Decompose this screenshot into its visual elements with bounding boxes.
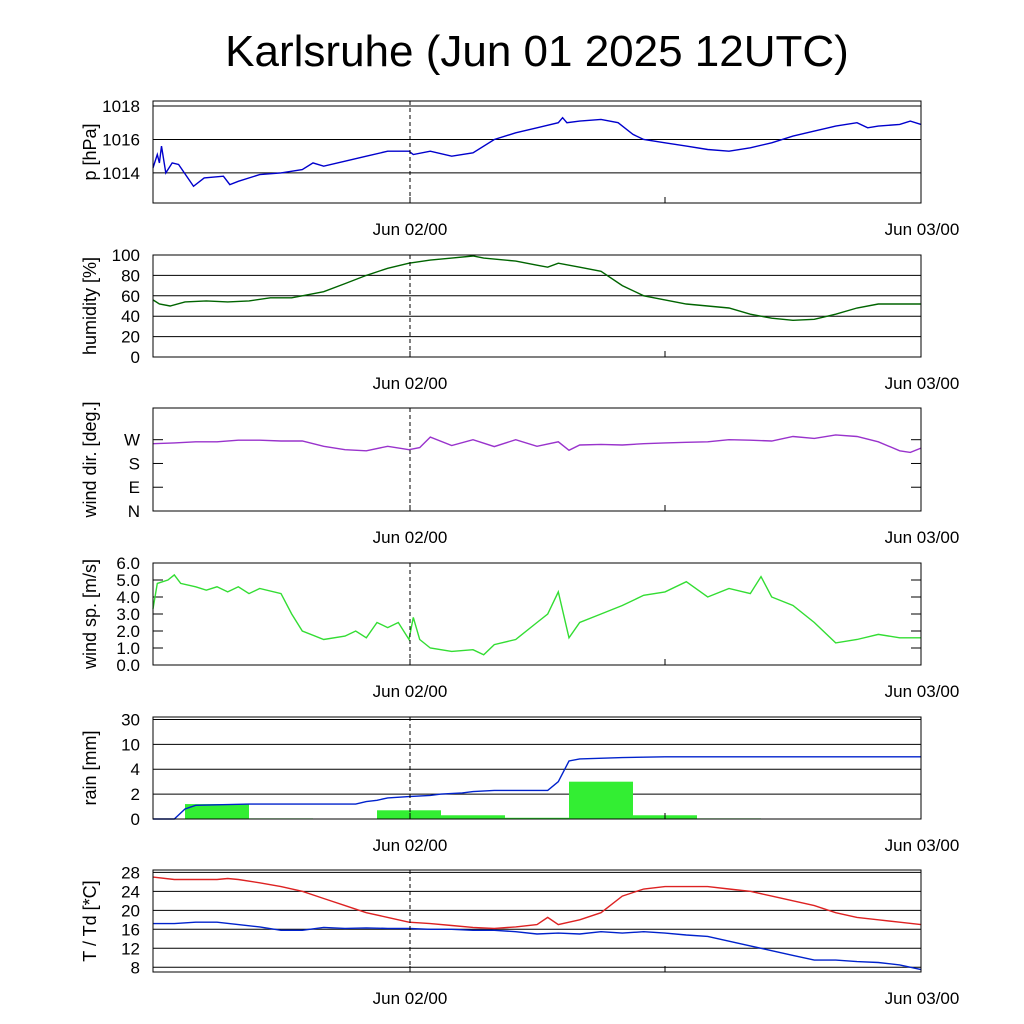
y-tick-label: 3.0 bbox=[116, 605, 140, 624]
y-tick-label: 100 bbox=[112, 246, 140, 265]
y-tick-label: 12 bbox=[121, 939, 140, 958]
y-tick-label: 6.0 bbox=[116, 554, 140, 573]
plot-frame bbox=[152, 716, 922, 820]
plot-frame bbox=[152, 407, 922, 512]
y-tick-label: 0 bbox=[131, 810, 140, 829]
pressure-line bbox=[152, 116, 922, 188]
y-tick-label: 0 bbox=[131, 348, 140, 367]
y-tick-label: 80 bbox=[121, 266, 140, 285]
wind_speed-line bbox=[152, 573, 921, 656]
panel-5: 0 2 4 10 30 Jun 02/00 Jun 03/00 rain [mm] bbox=[80, 710, 959, 855]
y-tick-label: S bbox=[129, 454, 140, 473]
y-axis-label: humidity [%] bbox=[80, 257, 100, 355]
y-tick-label: 24 bbox=[121, 882, 140, 901]
dewpoint-line bbox=[153, 921, 922, 971]
x-tick-label: Jun 03/00 bbox=[885, 836, 960, 855]
x-tick-label: Jun 02/00 bbox=[373, 682, 448, 701]
y-tick-label: W bbox=[124, 431, 140, 450]
y-axis-label: wind dir. [deg.] bbox=[80, 401, 100, 518]
y-tick-label: 1014 bbox=[102, 164, 140, 183]
y-tick-label: 0.0 bbox=[116, 656, 140, 675]
plot-frame bbox=[152, 562, 922, 666]
wind_dir-line bbox=[152, 434, 922, 454]
x-tick-label: Jun 03/00 bbox=[885, 220, 960, 239]
y-tick-label: 30 bbox=[121, 710, 140, 729]
y-tick-label: 20 bbox=[121, 328, 140, 347]
y-tick-label: 4 bbox=[131, 760, 140, 779]
chart-title: Karlsruhe (Jun 01 2025 12UTC) bbox=[225, 27, 849, 76]
panel-4: 0.01.02.03.04.05.06.0 Jun 02/00 Jun 03/00 w… bbox=[80, 554, 959, 701]
y-tick-label: E bbox=[129, 478, 140, 497]
y-tick-label: 2 bbox=[131, 785, 140, 804]
y-tick-label: 4.0 bbox=[116, 588, 140, 607]
panel-1: 1014 1016 1018 Jun 02/00 Jun 03/00 p [hPa] bbox=[80, 97, 959, 239]
rain_line-line bbox=[153, 756, 921, 820]
y-tick-label: 2.0 bbox=[116, 622, 140, 641]
y-tick-label: 16 bbox=[121, 920, 140, 939]
rain-bar bbox=[505, 817, 569, 819]
y-axis-label: T / Td [*C] bbox=[80, 880, 100, 961]
y-tick-label: 28 bbox=[121, 863, 140, 882]
y-tick-label: 20 bbox=[121, 901, 140, 920]
x-tick-label: Jun 02/00 bbox=[373, 220, 448, 239]
y-tick-label: 1016 bbox=[102, 130, 140, 149]
plot-frame bbox=[152, 100, 922, 204]
x-tick-label: Jun 03/00 bbox=[885, 528, 960, 547]
x-tick-label: Jun 02/00 bbox=[373, 374, 448, 393]
y-tick-label: 10 bbox=[121, 735, 140, 754]
y-tick-label: N bbox=[128, 502, 140, 521]
rain-bar bbox=[377, 810, 441, 819]
rain-bar bbox=[185, 804, 249, 819]
x-tick-label: Jun 03/00 bbox=[885, 374, 960, 393]
x-tick-label: Jun 03/00 bbox=[885, 682, 960, 701]
x-tick-label: Jun 02/00 bbox=[373, 836, 448, 855]
plot-frame bbox=[152, 869, 922, 973]
rain-bar bbox=[441, 815, 505, 819]
y-axis-label: wind sp. [m/s] bbox=[80, 559, 100, 670]
x-tick-label: Jun 02/00 bbox=[373, 528, 448, 547]
y-tick-label: 5.0 bbox=[116, 571, 140, 590]
y-axis-label: p [hPa] bbox=[80, 123, 100, 180]
humidity-line bbox=[152, 255, 921, 322]
y-axis-label: rain [mm] bbox=[80, 730, 100, 805]
y-tick-label: 40 bbox=[121, 307, 140, 326]
rain-bar bbox=[569, 781, 633, 819]
x-tick-label: Jun 03/00 bbox=[885, 989, 960, 1008]
plot-frame bbox=[152, 254, 922, 358]
y-tick-label: 60 bbox=[121, 287, 140, 306]
y-tick-label: 8 bbox=[131, 958, 140, 977]
x-tick-label: Jun 02/00 bbox=[373, 989, 448, 1008]
temperature-line bbox=[152, 876, 922, 930]
y-tick-label: 1.0 bbox=[116, 639, 140, 658]
y-tick-label: 1018 bbox=[102, 97, 140, 116]
